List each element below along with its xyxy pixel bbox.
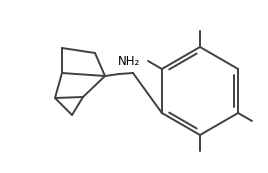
- Text: NH₂: NH₂: [118, 55, 140, 68]
